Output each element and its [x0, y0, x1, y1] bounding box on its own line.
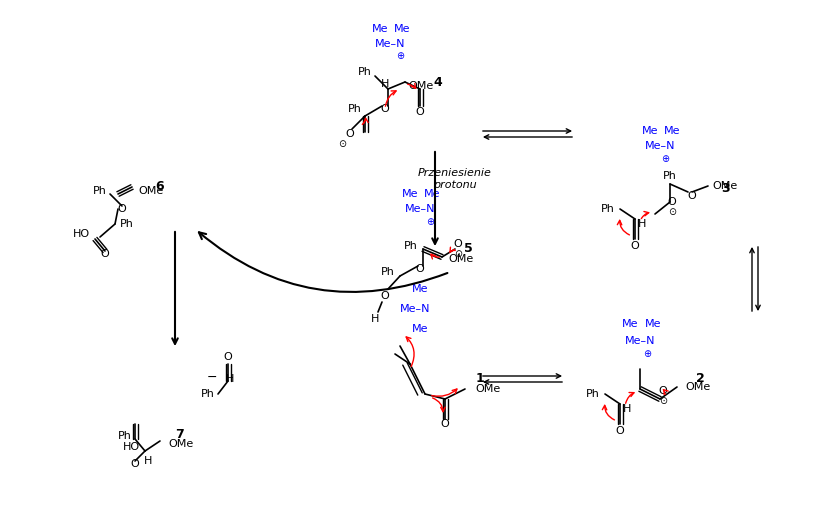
- Text: Me: Me: [412, 284, 428, 294]
- Text: Me–N: Me–N: [375, 39, 406, 49]
- Text: 1: 1: [475, 373, 485, 386]
- Text: Ph: Ph: [358, 67, 372, 77]
- Text: HO: HO: [73, 229, 90, 239]
- Text: ⊙: ⊙: [668, 207, 676, 217]
- Text: Me–N: Me–N: [405, 204, 435, 214]
- Text: Me: Me: [645, 319, 661, 329]
- Text: OMe: OMe: [475, 384, 501, 394]
- Text: Ph: Ph: [201, 389, 215, 399]
- Text: Me–N: Me–N: [400, 304, 431, 314]
- Text: ⊕: ⊕: [396, 51, 404, 61]
- Text: ⊕: ⊕: [661, 154, 669, 164]
- Text: 2: 2: [696, 373, 705, 386]
- Text: H: H: [638, 219, 646, 229]
- Text: O: O: [345, 129, 354, 139]
- Text: Ph: Ph: [601, 204, 615, 214]
- Text: Ph: Ph: [120, 219, 134, 229]
- Text: Me: Me: [664, 126, 680, 136]
- Text: O: O: [118, 204, 126, 214]
- Text: Ph: Ph: [663, 171, 677, 181]
- Text: OMe: OMe: [138, 186, 163, 196]
- Text: Przeniesienie
protonu: Przeniesienie protonu: [418, 168, 492, 190]
- Text: 3: 3: [721, 182, 729, 195]
- Text: H: H: [226, 374, 234, 384]
- Text: ⊕: ⊕: [426, 217, 434, 227]
- Text: O: O: [101, 249, 109, 259]
- Text: O: O: [416, 264, 424, 274]
- Text: O: O: [223, 352, 233, 362]
- Text: O: O: [454, 239, 462, 249]
- Text: O: O: [668, 197, 676, 207]
- Text: Me: Me: [372, 24, 388, 34]
- Text: OMe: OMe: [685, 382, 711, 392]
- Text: Me: Me: [412, 324, 428, 334]
- Text: Me: Me: [642, 126, 659, 136]
- Text: 7: 7: [176, 428, 184, 441]
- Text: Ph: Ph: [118, 431, 132, 441]
- Text: −: −: [207, 370, 218, 384]
- Text: O: O: [416, 107, 424, 117]
- Text: H: H: [381, 79, 389, 89]
- Text: ⊙: ⊙: [659, 396, 667, 406]
- Text: Me–N: Me–N: [645, 141, 675, 151]
- Text: Ph: Ph: [348, 104, 362, 114]
- Text: O: O: [441, 419, 449, 429]
- Text: O: O: [131, 459, 139, 469]
- Text: ⊙: ⊙: [338, 139, 346, 149]
- Text: O: O: [616, 426, 624, 436]
- Text: Me: Me: [394, 24, 410, 34]
- Text: Me–N: Me–N: [625, 336, 655, 346]
- Text: Ph: Ph: [586, 389, 600, 399]
- Text: H: H: [622, 404, 631, 414]
- Text: 4: 4: [433, 75, 443, 89]
- Text: ⊙: ⊙: [454, 249, 462, 259]
- Text: O: O: [688, 191, 696, 201]
- Text: 5: 5: [464, 243, 472, 256]
- Text: O: O: [659, 386, 667, 396]
- Text: O: O: [631, 241, 639, 251]
- Text: OMe: OMe: [448, 254, 473, 264]
- Text: OMe: OMe: [712, 181, 738, 191]
- Text: Ph: Ph: [93, 186, 107, 196]
- Text: OMe: OMe: [408, 81, 433, 91]
- Text: Ph: Ph: [404, 241, 418, 251]
- Text: HO: HO: [123, 442, 140, 452]
- Text: ⊕: ⊕: [643, 349, 651, 359]
- Text: H: H: [144, 456, 152, 466]
- Text: H: H: [370, 314, 379, 324]
- Text: Ph: Ph: [381, 267, 395, 277]
- Text: Me: Me: [423, 189, 440, 199]
- Text: Me: Me: [622, 319, 638, 329]
- Text: Me: Me: [402, 189, 418, 199]
- Text: OMe: OMe: [168, 439, 193, 449]
- Text: 6: 6: [155, 180, 165, 193]
- Text: O: O: [381, 104, 390, 114]
- Text: O: O: [381, 291, 390, 301]
